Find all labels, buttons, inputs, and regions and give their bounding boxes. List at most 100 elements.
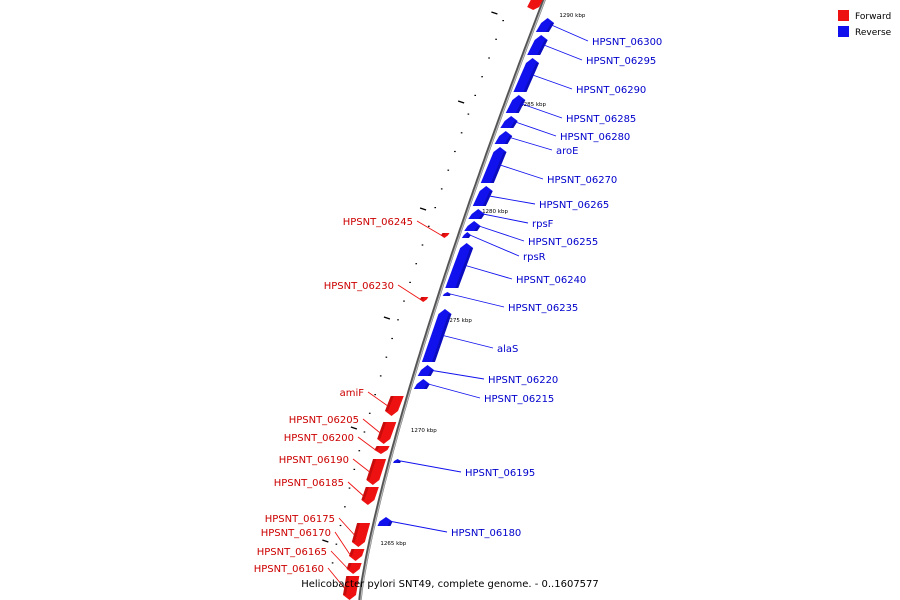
gene-arrow-shade — [384, 396, 394, 411]
gene-label[interactable]: HPSNT_06240 — [516, 275, 586, 286]
minor-tick — [385, 356, 388, 358]
gene-arrow — [480, 147, 507, 183]
gene-label[interactable]: HPSNT_06160 — [254, 564, 324, 575]
gene-feature[interactable] — [374, 446, 390, 454]
gene-label[interactable]: HPSNT_06195 — [465, 468, 535, 479]
gene-label[interactable]: HPSNT_06280 — [560, 132, 630, 143]
gene-leader-line — [347, 481, 364, 497]
gene-label[interactable]: HPSNT_06300 — [592, 37, 662, 48]
gene-feature[interactable] — [505, 95, 526, 113]
gene-label[interactable]: HPSNT_06175 — [265, 514, 335, 525]
gene-leader-line — [465, 265, 513, 280]
gene-label[interactable]: HPSNT_06190 — [279, 455, 349, 466]
gene-leader-line — [432, 370, 485, 380]
gene-label[interactable]: HPSNT_06285 — [566, 114, 636, 125]
gene-label[interactable]: HPSNT_06165 — [257, 547, 327, 558]
gene-label[interactable]: HPSNT_06170 — [261, 528, 331, 539]
major-tick — [350, 426, 358, 430]
gene-label[interactable]: HPSNT_06290 — [576, 85, 646, 96]
gene-leader-line — [469, 234, 520, 257]
map-caption: Helicobacter pylori SNT49, complete geno… — [301, 579, 599, 590]
gene-label[interactable]: rpsF — [532, 219, 554, 230]
gene-label[interactable]: HPSNT_06235 — [508, 303, 578, 314]
gene-arrow-shade — [361, 487, 369, 500]
gene-feature[interactable] — [417, 365, 435, 376]
gene-feature[interactable] — [461, 232, 471, 238]
gene-arrow-shade — [346, 563, 352, 569]
gene-feature[interactable] — [513, 58, 540, 92]
gene-arrow-shade — [427, 370, 435, 376]
gene-feature[interactable] — [384, 396, 404, 416]
gene-arrow-shade — [349, 549, 355, 556]
gene-feature[interactable] — [419, 297, 429, 302]
minor-tick — [467, 113, 470, 115]
gene-feature[interactable] — [527, 35, 548, 55]
gene-label[interactable]: HPSNT_06265 — [539, 200, 609, 211]
gene-feature[interactable] — [445, 243, 474, 288]
gene-label[interactable]: HPSNT_06185 — [274, 478, 344, 489]
gene-feature[interactable] — [440, 233, 450, 238]
gene-label[interactable]: HPSNT_06255 — [528, 237, 598, 248]
gene-feature[interactable] — [480, 147, 507, 183]
gene-leader-line — [499, 164, 544, 180]
gene-feature[interactable] — [393, 459, 402, 463]
gene-leader-line — [397, 284, 421, 300]
gene-feature[interactable] — [535, 18, 555, 32]
gene-label[interactable]: HPSNT_06200 — [284, 433, 354, 444]
minor-tick — [348, 487, 351, 489]
minor-tick — [474, 94, 477, 96]
gene-arrow-shade — [474, 226, 481, 231]
gene-leader-line — [428, 383, 481, 399]
gene-arrow-shade — [423, 384, 430, 389]
gene-label[interactable]: HPSNT_06245 — [343, 217, 413, 228]
gene-label[interactable]: rpsR — [523, 252, 546, 263]
gene-feature[interactable] — [468, 209, 485, 219]
gene-arrow-shade — [465, 235, 471, 238]
minor-tick — [428, 225, 430, 227]
gene-feature[interactable] — [343, 576, 360, 600]
gene-arrow-shade — [343, 576, 350, 595]
major-tick — [383, 316, 391, 320]
gene-label[interactable]: HPSNT_06180 — [451, 528, 521, 539]
gene-label[interactable]: HPSNT_06295 — [586, 56, 656, 67]
gene-arrow-shade — [446, 294, 451, 296]
minor-tick — [454, 150, 456, 153]
gene-leader-line — [521, 103, 563, 119]
gene-feature[interactable] — [351, 523, 371, 547]
gene-leader-line — [367, 391, 389, 407]
gene-label[interactable]: HPSNT_06230 — [324, 281, 394, 292]
gene-feature[interactable] — [494, 131, 513, 144]
gene-feature[interactable] — [442, 292, 451, 296]
gene-feature[interactable] — [377, 517, 393, 526]
gene-leader-line — [391, 521, 448, 533]
gene-label[interactable]: amiF — [340, 388, 365, 399]
gene-feature[interactable] — [421, 309, 452, 362]
gene-feature[interactable] — [349, 549, 365, 561]
gene-feature[interactable] — [500, 116, 518, 128]
gene-leader-line — [330, 550, 348, 569]
gene-label[interactable]: HPSNT_06205 — [289, 415, 359, 426]
gene-feature[interactable] — [377, 422, 397, 444]
gene-feature[interactable] — [346, 563, 362, 574]
gene-label[interactable]: alaS — [497, 344, 518, 355]
minor-tick — [331, 562, 334, 564]
minor-tick — [447, 169, 450, 171]
minor-tick — [368, 412, 371, 414]
gene-leader-line — [357, 436, 376, 451]
gene-feature[interactable] — [361, 487, 379, 505]
gene-feature[interactable] — [366, 459, 387, 485]
gene-leader-line — [362, 418, 381, 434]
gene-label[interactable]: HPSNT_06220 — [488, 375, 558, 386]
gene-feature[interactable] — [472, 186, 493, 206]
gene-label[interactable]: HPSNT_06215 — [484, 394, 554, 405]
minor-tick — [434, 207, 437, 209]
gene-arrow-shade — [377, 422, 387, 439]
genome-backbone — [358, 0, 546, 600]
gene-feature[interactable] — [413, 379, 430, 389]
major-tick — [419, 207, 427, 211]
gene-feature[interactable] — [464, 221, 481, 231]
gene-label[interactable]: HPSNT_06270 — [547, 175, 617, 186]
gene-label[interactable]: aroE — [556, 146, 578, 157]
minor-tick — [502, 20, 504, 22]
